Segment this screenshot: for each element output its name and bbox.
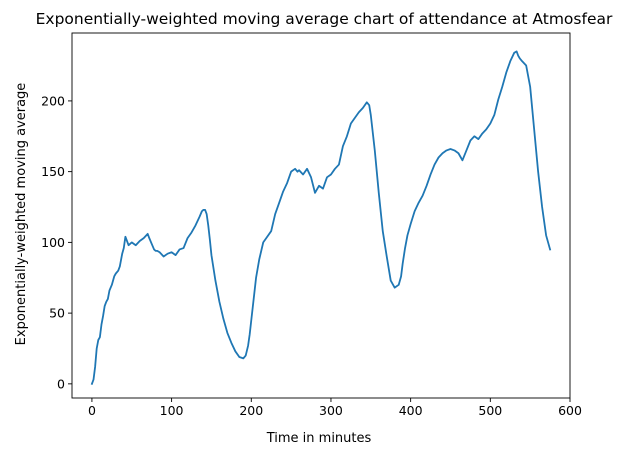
- y-tick-label: 200: [41, 93, 65, 108]
- y-axis-label: Exponentially-weighted moving average: [14, 83, 29, 346]
- x-tick-label: 600: [558, 403, 582, 418]
- y-tick-label: 150: [41, 164, 65, 179]
- series-line: [90, 50, 552, 386]
- y-tick-label: 50: [49, 306, 65, 321]
- x-tick-label: 400: [399, 403, 423, 418]
- y-tick-label: 0: [57, 376, 65, 391]
- plot-frame: [71, 32, 571, 399]
- x-tick-label: 300: [319, 403, 343, 418]
- y-tick-label: 100: [41, 235, 65, 250]
- x-tick-label: 200: [239, 403, 263, 418]
- x-tick-label: 0: [88, 403, 96, 418]
- x-tick-label: 100: [160, 403, 184, 418]
- x-axis-label: Time in minutes: [266, 431, 372, 446]
- x-tick-label: 500: [478, 403, 502, 418]
- chart-title: Exponentially-weighted moving average ch…: [36, 10, 613, 28]
